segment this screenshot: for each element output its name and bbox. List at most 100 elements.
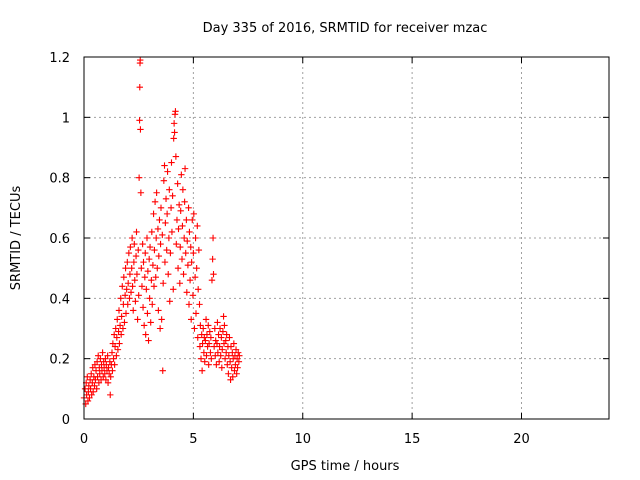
data-point — [124, 280, 132, 287]
data-point — [209, 255, 216, 263]
data-point — [186, 277, 194, 284]
data-point — [142, 249, 149, 257]
data-point — [222, 337, 229, 344]
data-point — [107, 373, 114, 380]
data-point — [104, 352, 111, 359]
data-point — [132, 252, 140, 260]
data-point — [183, 289, 191, 296]
data-point — [187, 316, 195, 323]
data-point — [150, 283, 158, 290]
data-point — [132, 298, 139, 305]
data-point — [92, 367, 100, 374]
y-tick-label: 0.4 — [49, 292, 70, 307]
data-point — [127, 289, 135, 296]
data-point — [155, 307, 162, 314]
data-point — [131, 240, 138, 248]
data-point — [133, 228, 140, 236]
data-point — [117, 331, 125, 338]
data-point — [230, 340, 238, 347]
data-point — [154, 225, 162, 233]
data-point — [135, 246, 142, 254]
data-point — [134, 316, 141, 323]
data-point — [113, 334, 121, 341]
data-point — [157, 204, 165, 212]
data-point — [120, 274, 128, 281]
data-point — [181, 198, 188, 205]
data-point — [207, 349, 214, 356]
data-point — [203, 352, 210, 359]
data-point — [153, 189, 160, 196]
data-point — [177, 243, 184, 251]
data-point — [106, 358, 114, 365]
data-point — [202, 337, 209, 344]
data-point — [227, 343, 235, 350]
data-point — [225, 370, 232, 377]
data-point — [214, 319, 221, 326]
data-point — [114, 316, 121, 323]
data-point — [180, 271, 187, 278]
data-point — [135, 174, 143, 181]
data-point — [193, 264, 200, 272]
y-tick-label: 1.2 — [49, 51, 70, 66]
data-point — [146, 295, 153, 302]
data-point — [156, 216, 163, 224]
data-point — [233, 370, 240, 377]
data-point — [208, 277, 216, 284]
data-point — [178, 255, 186, 263]
data-point — [203, 331, 211, 338]
data-point — [177, 207, 184, 215]
data-point — [225, 352, 233, 359]
data-point — [107, 391, 114, 399]
data-point — [105, 370, 113, 377]
data-point — [187, 243, 194, 251]
data-point — [197, 322, 204, 329]
data-point — [190, 249, 197, 257]
data-point — [129, 283, 136, 290]
data-point — [145, 255, 153, 263]
data-point — [212, 337, 219, 344]
data-point — [147, 319, 154, 326]
data-point — [160, 177, 168, 184]
data-point — [224, 361, 231, 368]
data-point — [149, 301, 156, 308]
data-point — [229, 373, 236, 380]
data-point — [195, 246, 203, 254]
data-point — [88, 391, 95, 399]
data-point — [169, 192, 176, 199]
data-point — [210, 271, 217, 278]
data-point — [139, 304, 147, 311]
data-point — [162, 219, 169, 227]
data-point — [119, 283, 126, 290]
data-point — [183, 216, 190, 224]
data-point — [182, 249, 189, 257]
data-point — [146, 243, 154, 251]
data-point — [144, 310, 151, 317]
data-point — [235, 349, 242, 356]
data-point — [170, 286, 177, 293]
data-point — [184, 261, 192, 269]
data-point — [205, 340, 213, 347]
data-point — [111, 361, 118, 368]
data-point — [159, 231, 166, 239]
data-point — [168, 228, 176, 236]
data-point — [136, 117, 143, 124]
data-point — [228, 364, 235, 371]
data-point — [226, 358, 234, 365]
data-point — [171, 129, 178, 136]
data-point — [151, 246, 158, 254]
data-point — [93, 358, 101, 365]
data-point — [219, 328, 227, 335]
data-point — [119, 325, 127, 332]
y-tick-label: 0.2 — [49, 353, 70, 368]
data-point — [131, 277, 138, 284]
x-tick-label: 15 — [404, 432, 421, 447]
data-point — [234, 364, 241, 371]
y-tick-label: 0.6 — [49, 232, 70, 247]
data-points — [80, 56, 243, 408]
data-point — [93, 385, 100, 393]
data-point — [136, 83, 143, 91]
data-point — [191, 325, 198, 332]
data-point — [173, 240, 180, 248]
data-point — [161, 162, 168, 169]
data-point — [215, 331, 222, 338]
